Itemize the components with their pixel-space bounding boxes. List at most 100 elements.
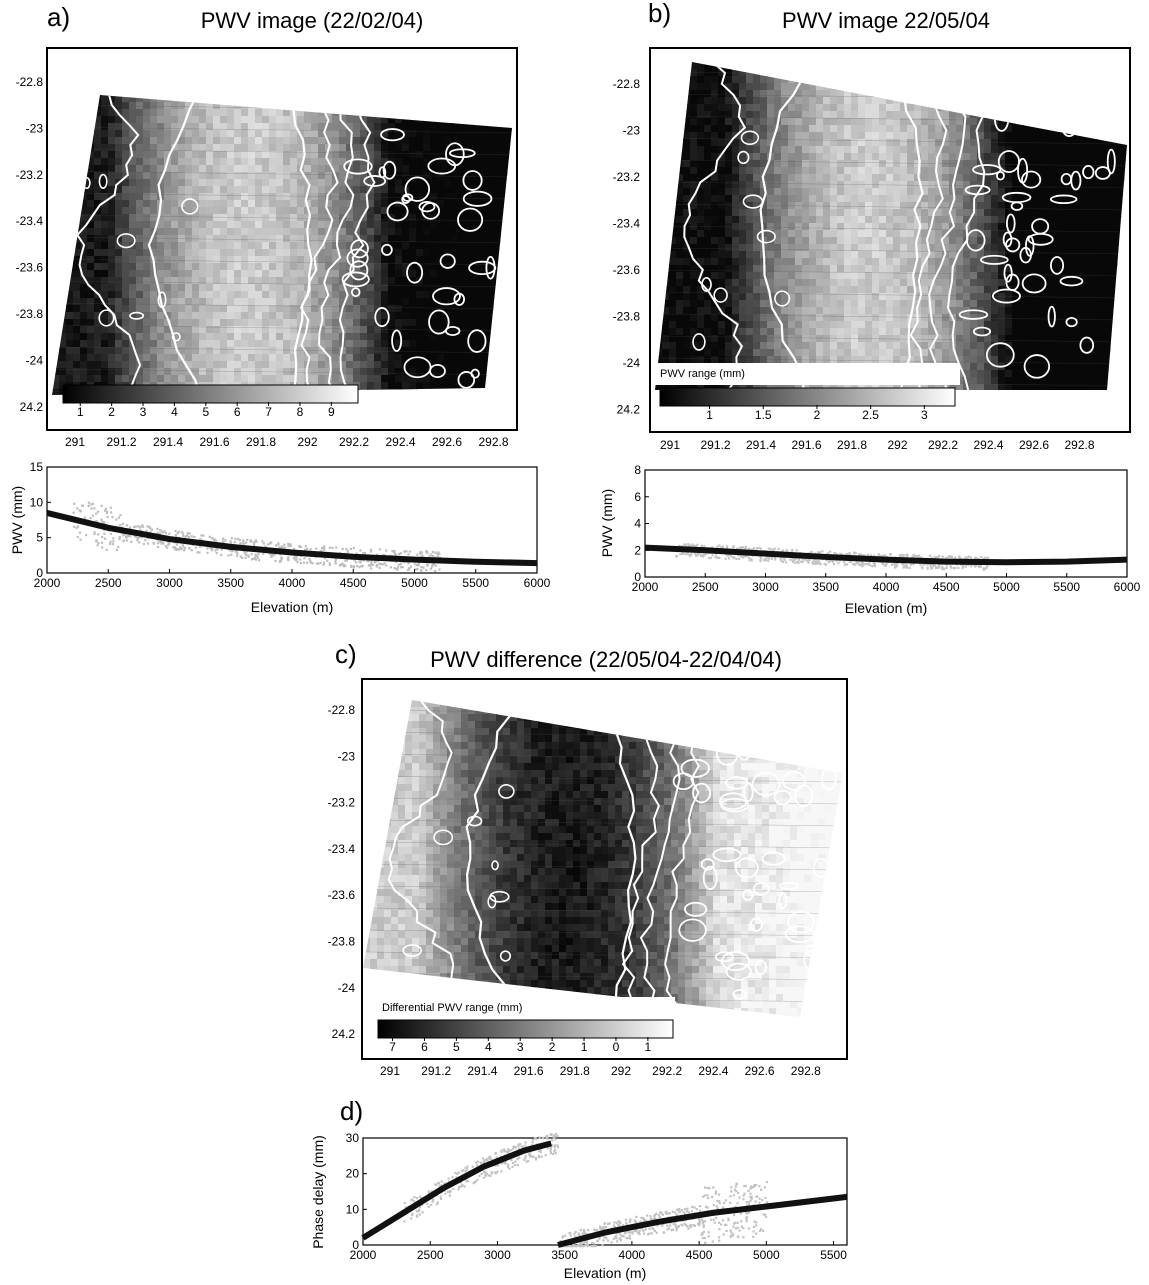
panel-b-field-cell [809, 146, 817, 154]
panel-a-field-cell [143, 312, 151, 320]
panel-a-field-cell [360, 186, 368, 194]
panel-a-field-cell [388, 221, 396, 229]
panel-a-field-cell [171, 333, 179, 341]
panel-a-field-cell [269, 263, 277, 271]
panel-b-field-cell [704, 181, 712, 189]
panel-a-field-cell [150, 179, 158, 187]
panel-a-field-cell [283, 207, 291, 215]
panel-a-scatter-point [242, 539, 245, 542]
panel-a-field-cell [157, 235, 165, 243]
panel-a-field-cell [472, 319, 480, 327]
panel-a-field-cell [171, 172, 179, 180]
panel-a-field-cell [66, 284, 74, 292]
panel-a-colorbar-tick-label: 5 [202, 405, 209, 419]
panel-a-scatter-point [382, 553, 385, 557]
panel-a-scatter-point [287, 559, 290, 562]
panel-b-field-cell [1096, 153, 1104, 161]
panel-a-field-cell [220, 151, 228, 159]
panel-a-scatter-point [434, 551, 437, 554]
panel-b-field-cell [718, 69, 726, 77]
panel-a-field-cell [129, 193, 137, 201]
panel-b-field-cell [823, 174, 831, 182]
panel-a-field-cell [430, 228, 438, 236]
panel-a-field-cell [269, 228, 277, 236]
panel-a-scatter-point [346, 549, 349, 553]
panel-b-field-cell [739, 83, 747, 91]
panel-a-field-cell [73, 242, 81, 250]
panel-a-scatter-point [362, 551, 365, 555]
panel-a-colorbar-tick-label: 8 [297, 405, 304, 419]
panel-a-field-cell [73, 270, 81, 278]
panel-b-field-cell [963, 153, 971, 161]
panel-a-field-cell [73, 347, 81, 355]
panel-a-field-cell [290, 235, 298, 243]
panel-a-scatter-point [302, 561, 306, 564]
panel-b-field-cell [683, 153, 691, 161]
panel-b-field-cell [760, 167, 768, 175]
panel-b-field-cell [907, 104, 915, 112]
panel-a-field-cell [311, 354, 319, 362]
panel-a-field-cell [465, 326, 473, 334]
panel-a-scatter-point [378, 562, 381, 565]
panel-a-field-cell [115, 277, 123, 285]
panel-a-field-cell [269, 151, 277, 159]
panel-b-field-cell [718, 76, 726, 84]
panel-a-field-cell [437, 186, 445, 194]
panel-a-field-cell [444, 179, 452, 187]
panel-a-field-cell [101, 375, 109, 383]
panel-a-scatter-point [420, 569, 423, 572]
panel-a-scatter-point [96, 544, 99, 547]
panel-a-field-cell [339, 347, 347, 355]
panel-a-scatter-point [216, 548, 219, 551]
panel-a-scatter-point [253, 541, 256, 544]
panel-b-field-cell [865, 160, 873, 168]
panel-a-field-cell [451, 249, 459, 257]
panel-a-scatter-point [89, 517, 92, 520]
panel-b-title: PWV image 22/05/04 [782, 8, 990, 33]
panel-a-field-cell [318, 214, 326, 222]
panel-b-field-cell [1068, 139, 1076, 147]
panel-b-field-cell [697, 111, 705, 119]
panel-a-field-cell [192, 214, 200, 222]
panel-a-field-cell [108, 256, 116, 264]
panel-a-field-cell [129, 144, 137, 152]
panel-b-field-cell [725, 160, 733, 168]
panel-a-field-cell [381, 200, 389, 208]
panel-a-field-cell [171, 214, 179, 222]
panel-b-field-cell [1033, 146, 1041, 154]
panel-a-field-cell [437, 137, 445, 145]
panel-b-field-cell [774, 125, 782, 133]
panel-b-field-cell [886, 174, 894, 182]
panel-a-scatter-point [174, 533, 178, 537]
panel-a-field-cell [493, 123, 501, 131]
panel-a-field-cell [241, 305, 249, 313]
panel-b-field-cell [851, 90, 859, 98]
panel-a-field-cell [157, 347, 165, 355]
panel-a-field-cell [255, 291, 263, 299]
panel-b-field-cell [830, 181, 838, 189]
panel-b-field-cell [753, 118, 761, 126]
panel-b-field-cell [704, 76, 712, 84]
panel-a-field-cell [150, 221, 158, 229]
panel-a-field-cell [227, 340, 235, 348]
panel-b-field-cell [823, 111, 831, 119]
panel-a-contour-loop [374, 307, 390, 328]
panel-a-field-cell [395, 249, 403, 257]
panel-b-field-cell [760, 76, 768, 84]
panel-b-field-cell [949, 160, 957, 168]
panel-a-field-cell [136, 172, 144, 180]
panel-a-field-cell [402, 137, 410, 145]
panel-a-scatter-point [359, 559, 362, 562]
panel-b-field-cell [935, 153, 943, 161]
panel-a-scatter-point [111, 543, 115, 546]
panel-a-field-cell [248, 361, 256, 369]
panel-a-field-cell [248, 270, 256, 278]
panel-a-scatter-point [194, 546, 198, 549]
panel-a-scatter-point [215, 539, 218, 542]
panel-a-field-cell [192, 228, 200, 236]
panel-a-field-cell [360, 263, 368, 271]
panel-b-field-cell [690, 132, 698, 140]
panel-b-field-cell [886, 104, 894, 112]
panel-a-field-cell [472, 347, 480, 355]
panel-a-field-cell [220, 214, 228, 222]
